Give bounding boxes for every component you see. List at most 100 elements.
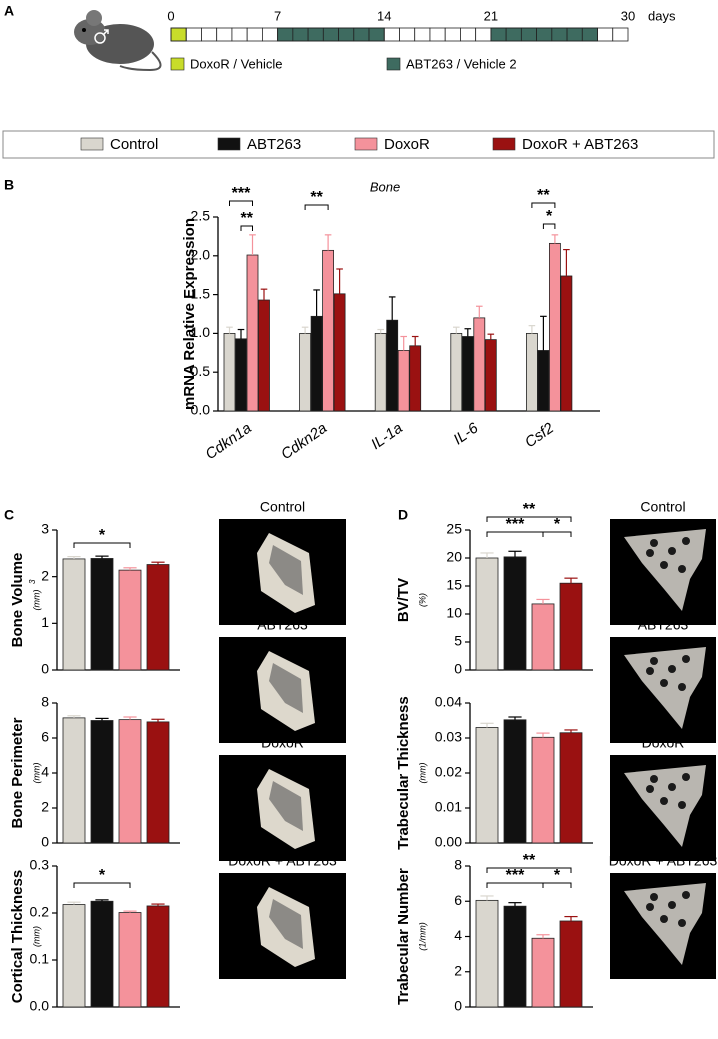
chart-title: Bone: [370, 179, 400, 194]
bar: [223, 332, 236, 412]
bar: [397, 350, 410, 412]
significance-label: *: [554, 516, 561, 533]
legend-label: DoxoR + ABT263: [522, 136, 638, 153]
timeline-cell: [399, 27, 416, 42]
image-label: DoxoR + ABT263: [609, 853, 718, 869]
timeline-cell: [490, 27, 507, 42]
error-bar: [400, 335, 407, 351]
timeline-cell: [429, 27, 446, 42]
timeline-cell: [338, 27, 355, 42]
y-tick-label: 0.1: [30, 951, 50, 967]
trabecular-bone: [624, 765, 706, 847]
error-bar: [95, 555, 109, 559]
timeline-cell: [185, 27, 202, 42]
timeline-cell: [307, 27, 324, 42]
timeline-period: [170, 27, 187, 42]
trabecular-pore: [660, 679, 668, 687]
significance-bracket: [542, 223, 556, 229]
mouse-icon: [74, 10, 162, 72]
error-bar: [480, 895, 494, 901]
error-bar: [67, 555, 81, 559]
legend-swatch: [80, 137, 104, 151]
error-bar: [249, 234, 256, 256]
timeline-tick: 30: [621, 8, 635, 23]
y-tick-label: 4: [41, 764, 49, 780]
trabecular-pore: [668, 901, 676, 909]
y-tick-label: 20: [446, 549, 462, 565]
y-tick-label: 3: [41, 521, 49, 537]
significance-label: ***: [506, 867, 525, 884]
trabecular-pore: [650, 657, 658, 665]
timeline-period: [277, 27, 385, 42]
bar: [62, 558, 86, 671]
y-tick-label: 0: [41, 834, 49, 850]
error-bar: [151, 561, 165, 565]
timeline-cell: [277, 27, 294, 42]
timeline-cell: [261, 27, 279, 42]
timeline-cell: [505, 27, 522, 42]
significance-label: *: [546, 208, 553, 225]
bar: [90, 720, 114, 844]
bar: [559, 582, 583, 671]
error-bar: [123, 567, 137, 571]
image-label: Control: [260, 499, 305, 515]
y-tick-label: 0.5: [191, 363, 211, 379]
bar: [258, 299, 270, 412]
bone-marrow: [269, 899, 303, 949]
y-axis-unit: (%): [417, 593, 427, 607]
bar: [90, 900, 114, 1008]
bar: [475, 557, 499, 671]
bar: [374, 332, 387, 412]
significance-label: **: [523, 852, 536, 869]
bar: [118, 569, 142, 671]
treatment-label: DoxoR / Vehicle: [190, 56, 283, 71]
significance-bracket: [542, 882, 572, 888]
bar: [531, 603, 555, 671]
error-bar: [260, 288, 268, 301]
error-bar: [377, 328, 384, 334]
significance-label: **: [523, 501, 536, 518]
timeline-cell: [201, 27, 218, 42]
error-bar: [480, 552, 494, 558]
y-axis-label: Cortical Thickness: [9, 870, 26, 1003]
legend-label: ABT263: [247, 136, 301, 153]
treatment-swatch: [386, 57, 401, 71]
trabecular-pore: [682, 891, 690, 899]
timeline-cell: [444, 27, 461, 42]
bar: [559, 920, 583, 1008]
timeline-cell: [383, 27, 400, 42]
significance-label: *: [99, 527, 106, 544]
y-tick-label: 1.5: [191, 285, 211, 301]
significance-label: **: [241, 210, 254, 227]
timeline-tick: 0: [167, 8, 174, 23]
error-bar: [563, 248, 570, 276]
error-bar: [536, 934, 550, 939]
bar: [146, 564, 170, 671]
legend-label: DoxoR: [384, 136, 430, 153]
bar: [537, 350, 550, 412]
bar: [503, 556, 527, 671]
trabecular-pore: [650, 775, 658, 783]
timeline-cell: [536, 27, 553, 42]
significance-bracket: [304, 204, 329, 210]
error-bar: [95, 899, 109, 902]
y-tick-label: 0.04: [435, 694, 462, 710]
bar: [475, 899, 499, 1008]
y-tick-label: 0: [41, 661, 49, 677]
timeline-cell: [368, 27, 385, 42]
y-tick-label: 2: [454, 962, 462, 978]
error-bar: [151, 903, 165, 906]
error-bar: [536, 598, 550, 604]
x-tick-label: Cdkn2a: [278, 420, 330, 464]
bar: [475, 727, 499, 844]
timeline-cell: [581, 27, 598, 42]
legend-label: Control: [110, 136, 158, 153]
timeline-cell: [460, 27, 477, 42]
trabecular-pore: [650, 539, 658, 547]
timeline-cell: [551, 27, 568, 42]
y-axis-label: mRNA Relative Expression: [181, 218, 198, 410]
bar: [526, 332, 538, 412]
y-axis-unit: (mm): [31, 763, 41, 784]
